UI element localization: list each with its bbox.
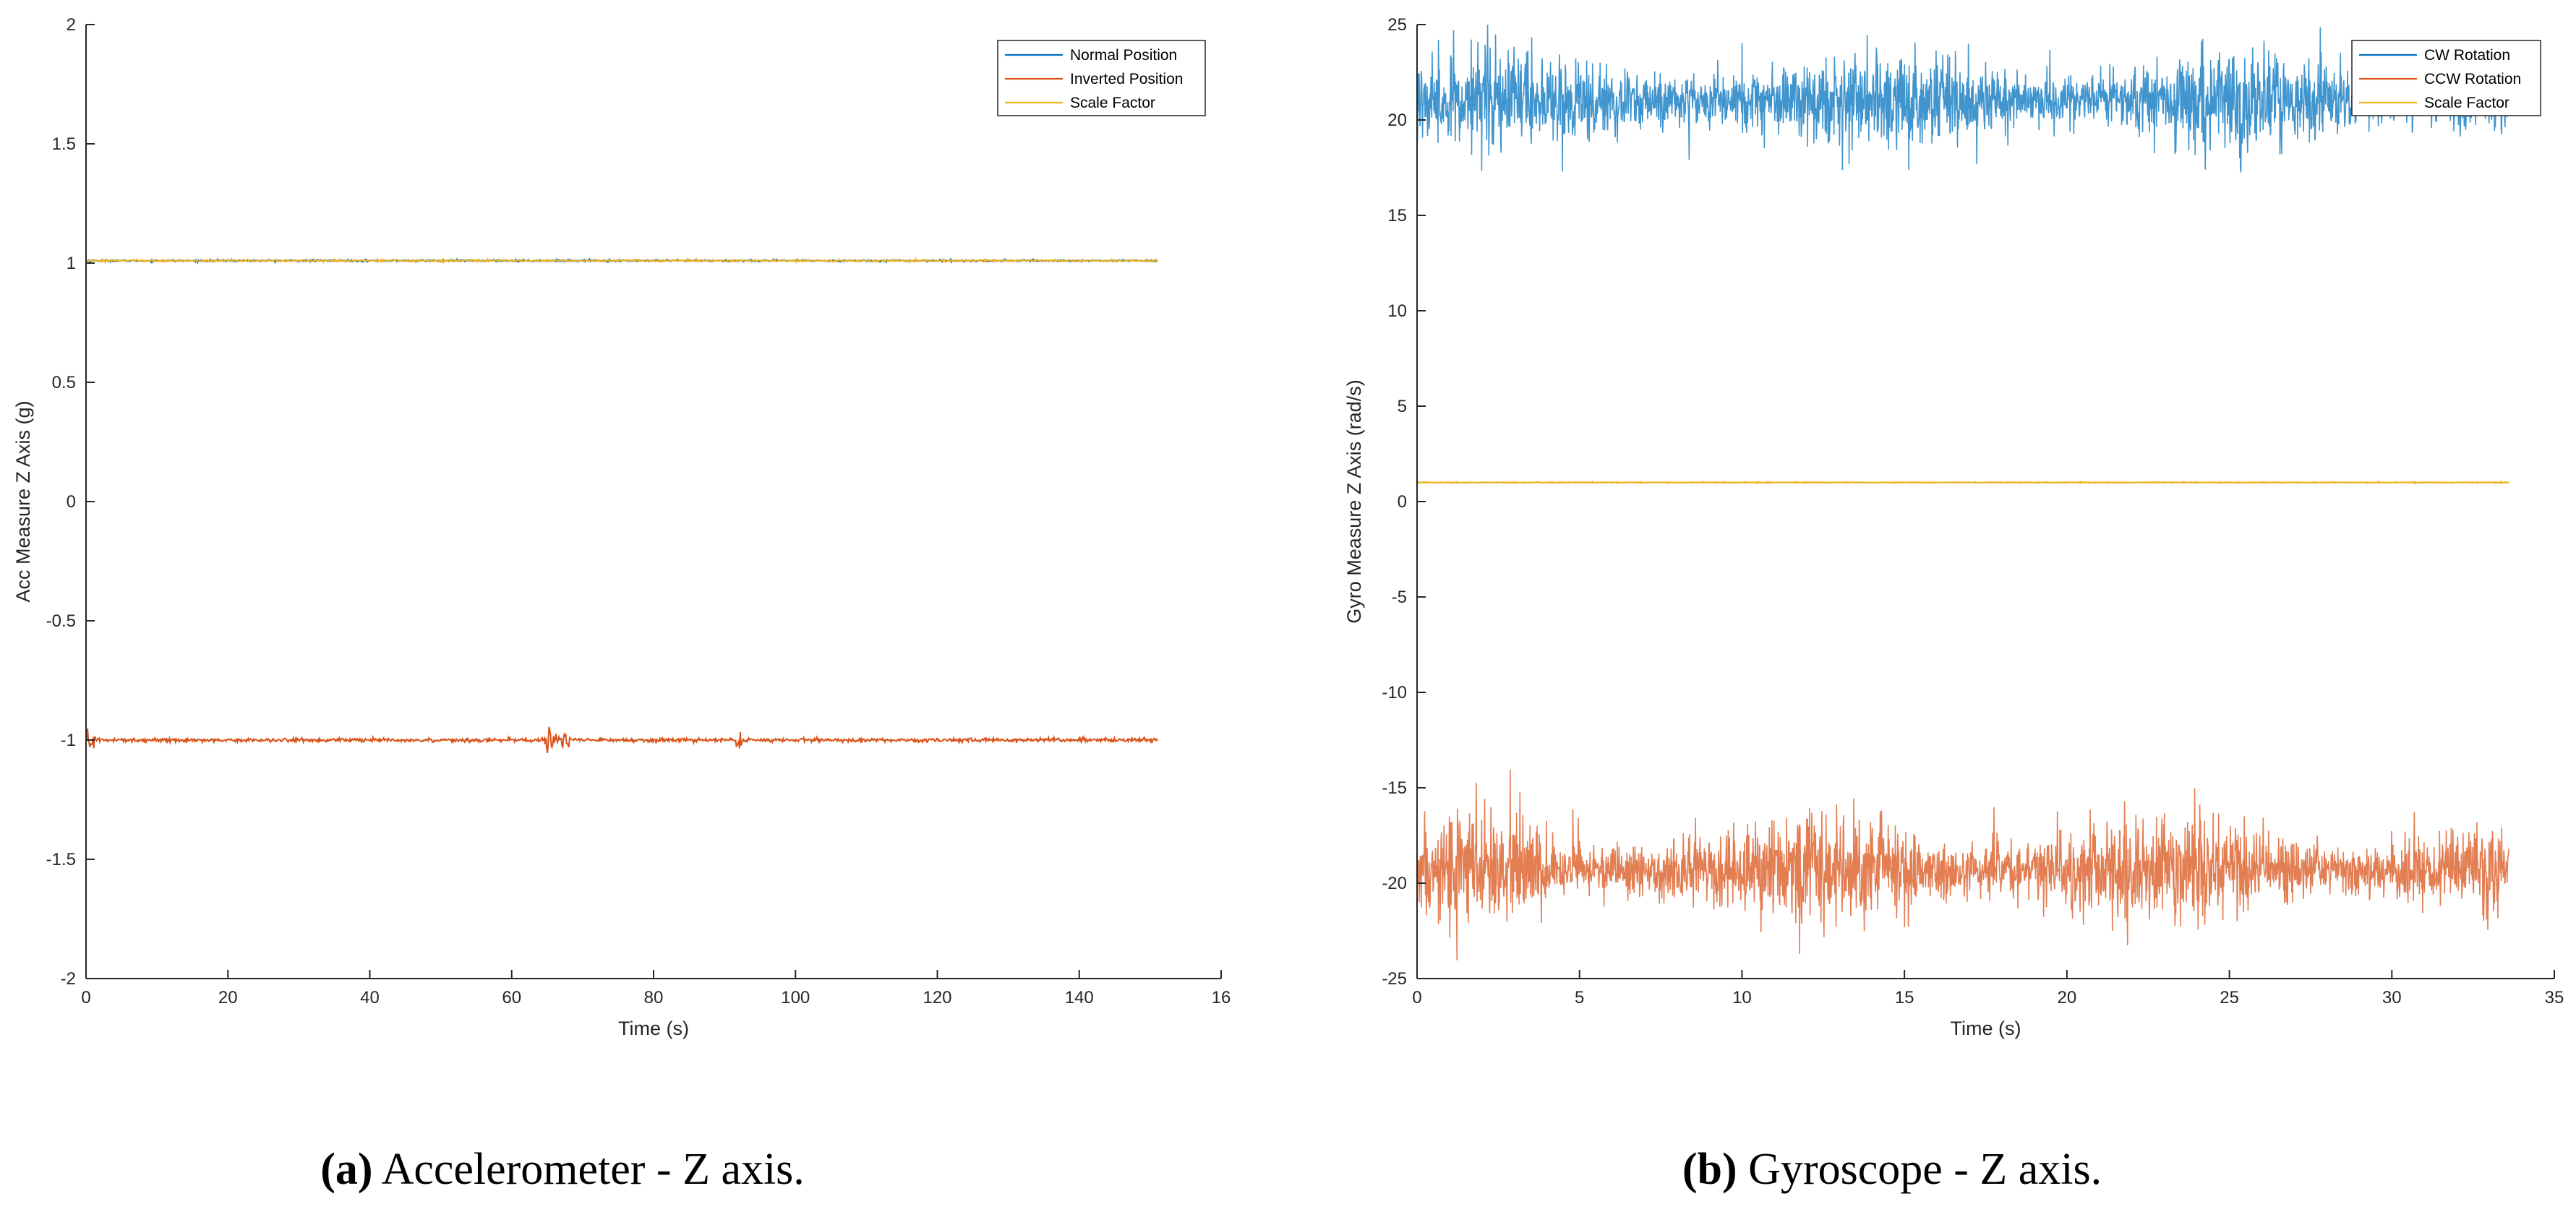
y-tick-label: 2	[67, 15, 76, 35]
legend-entry: CW Rotation	[2424, 47, 2510, 64]
y-tick-label: -2	[61, 969, 76, 989]
series-group	[1416, 25, 2509, 960]
legend-entry: Scale Factor	[2424, 95, 2509, 111]
y-axis-label: Acc Measure Z Axis (g)	[12, 400, 34, 602]
y-tick-label: -25	[1382, 969, 1407, 989]
x-tick-label: 10	[1732, 988, 1752, 1007]
series-line-2	[1416, 769, 2509, 960]
y-tick-label: 1.5	[52, 134, 76, 154]
caption-b: (b) Gyroscope - Z axis.	[1682, 1144, 2102, 1195]
x-tick-label: 30	[2382, 988, 2402, 1007]
y-tick-label: 10	[1387, 301, 1407, 321]
legend: Normal Position Inverted Position Scale Fa…	[997, 40, 1206, 116]
y-tick-label: -15	[1382, 778, 1407, 798]
x-tick-label: 80	[644, 988, 664, 1007]
x-axis-label: Time (s)	[1951, 1018, 2021, 1039]
y-tick-label: 15	[1387, 206, 1407, 225]
x-tick-label: 25	[2220, 988, 2239, 1007]
y-tick-label: 0	[67, 492, 76, 512]
x-tick-label: 15	[1895, 988, 1914, 1007]
x-tick-label: 0	[81, 988, 90, 1007]
y-tick-label: 20	[1387, 111, 1407, 130]
x-tick-label: 0	[1412, 988, 1421, 1007]
x-tick-label: 5	[1575, 988, 1584, 1007]
legend-entry: Normal Position	[1070, 47, 1177, 64]
y-tick-label: 25	[1387, 15, 1407, 35]
legend-entry: Scale Factor	[1070, 95, 1155, 111]
plot-area	[1417, 25, 2554, 979]
y-tick-label: -10	[1382, 683, 1407, 702]
y-tick-label: 0.5	[52, 373, 76, 392]
series-line-2	[85, 726, 1158, 754]
y-tick-label: -0.5	[46, 611, 76, 631]
series-group	[85, 257, 1158, 754]
legend: CW Rotation CCW Rotation Scale Factor	[2351, 40, 2541, 116]
legend-entry: Inverted Position	[1070, 71, 1183, 87]
chart-panel-a: 0 20 40 60 80 100 120 140 16 2 1.5 1 0.5 0 -0.5 -1 -1.5 -…	[12, 15, 1231, 1039]
legend-entry: CCW Rotation	[2424, 71, 2521, 87]
caption-a: (a) Accelerometer - Z axis.	[320, 1144, 805, 1195]
x-tick-label: 20	[2058, 988, 2077, 1007]
y-tick-label: -5	[1392, 588, 1407, 607]
chart-panel-b: 0 5 10 15 20 25 30 35 25 20 15 10 5 0 -5 -10 -15 -20 -25 Ti…	[1343, 15, 2564, 1039]
y-tick-label: 0	[1398, 492, 1407, 512]
x-tick-label: 16	[1212, 988, 1231, 1007]
caption-a-label: (a)	[320, 1145, 373, 1194]
caption-a-text: Accelerometer - Z axis.	[372, 1145, 805, 1194]
y-tick-label: 5	[1398, 397, 1407, 416]
x-axis-label: Time (s)	[618, 1018, 689, 1039]
x-tick-label: 20	[218, 988, 238, 1007]
y-tick-label: -20	[1382, 874, 1407, 893]
series-line-1	[1416, 25, 2509, 173]
caption-b-text: Gyroscope - Z axis.	[1737, 1145, 2102, 1194]
plot-area	[86, 25, 1221, 979]
series-line-3	[85, 257, 1158, 265]
x-tick-label: 100	[781, 988, 810, 1007]
y-axis-label: Gyro Measure Z Axis (rad/s)	[1343, 379, 1365, 624]
series-line-3	[1416, 480, 2509, 486]
y-tick-label: 1	[67, 254, 76, 273]
caption-b-label: (b)	[1682, 1145, 1737, 1194]
x-tick-label: 120	[923, 988, 951, 1007]
x-tick-label: 60	[502, 988, 521, 1007]
y-tick-label: -1.5	[46, 850, 76, 869]
x-tick-label: 40	[360, 988, 380, 1007]
y-tick-label: -1	[61, 731, 76, 750]
x-tick-label: 35	[2545, 988, 2564, 1007]
x-tick-label: 140	[1065, 988, 1094, 1007]
